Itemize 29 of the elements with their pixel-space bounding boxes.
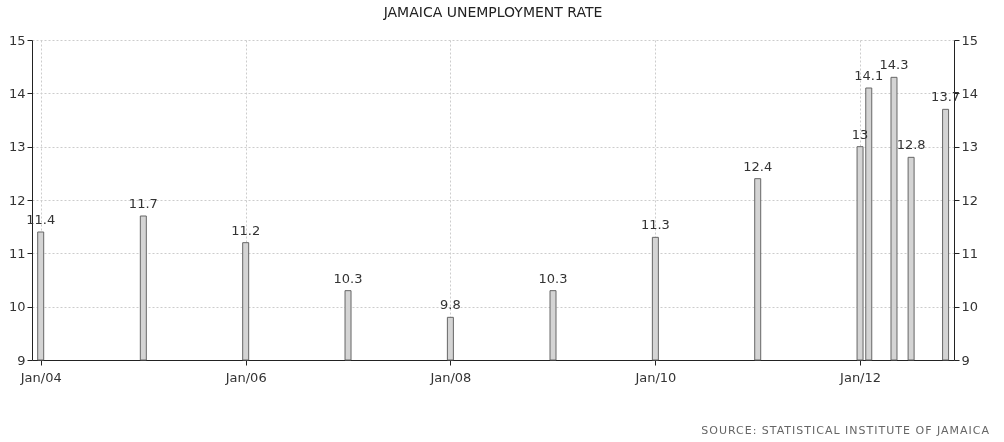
x-tick-label: Jan/06: [224, 369, 267, 385]
y-tick-label: 14: [8, 85, 26, 101]
data-label: 12.8: [896, 137, 926, 153]
y-tick-label: 11: [8, 245, 26, 261]
data-label: 9.8: [440, 297, 461, 313]
y2-tick-label: 14: [961, 85, 979, 101]
y2-tick-label: 9: [961, 352, 970, 368]
data-label: 11.2: [231, 222, 261, 238]
y-tick-label: 13: [8, 139, 26, 155]
data-label: 12.4: [743, 158, 773, 174]
x-tick-label: Jan/08: [429, 369, 472, 385]
data-label: 11.3: [640, 217, 670, 233]
source-note: SOURCE: STATISTICAL INSTITUTE OF JAMAICA: [701, 424, 990, 437]
x-tick-label: Jan/12: [839, 369, 882, 385]
data-label: 10.3: [538, 270, 568, 286]
x-tick-label: Jan/10: [634, 369, 677, 385]
y-tick-label: 15: [8, 32, 26, 48]
y2-tick-label: 10: [961, 299, 979, 315]
chart-title: JAMAICA UNEMPLOYMENT RATE: [382, 4, 603, 20]
y2-tick-label: 15: [961, 32, 979, 48]
data-label: 10.3: [333, 270, 363, 286]
y2-tick-label: 11: [961, 245, 979, 261]
x-tick-label: Jan/04: [19, 369, 62, 385]
y2-tick-label: 13: [961, 139, 979, 155]
y-tick-label: 9: [17, 352, 26, 368]
y-tick-label: 10: [8, 299, 26, 315]
y-tick-label: 12: [8, 192, 26, 208]
y2-tick-label: 12: [961, 192, 979, 208]
data-label: 11.7: [128, 196, 158, 211]
